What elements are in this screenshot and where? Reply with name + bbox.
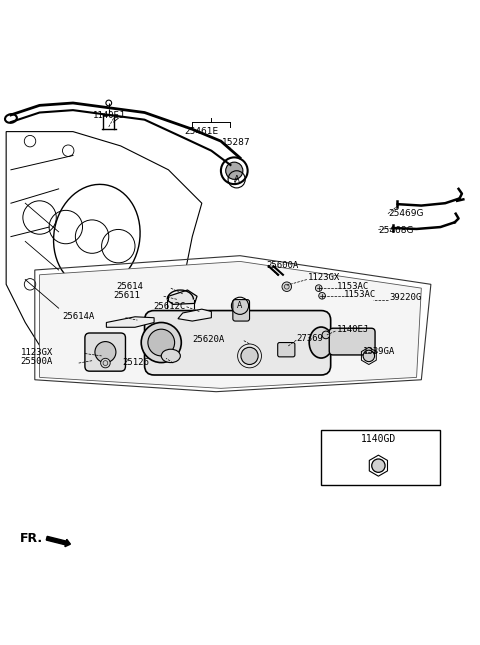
Circle shape	[363, 350, 374, 362]
Circle shape	[319, 292, 325, 299]
Polygon shape	[168, 290, 197, 304]
FancyArrow shape	[46, 537, 71, 547]
Text: 25600A: 25600A	[266, 261, 299, 270]
FancyBboxPatch shape	[278, 342, 295, 357]
Text: 1339GA: 1339GA	[363, 346, 396, 355]
Text: 25614: 25614	[117, 283, 144, 291]
Text: 1140GD: 1140GD	[361, 435, 396, 444]
Text: 25468G: 25468G	[378, 226, 414, 235]
FancyBboxPatch shape	[144, 311, 331, 375]
Text: FR.: FR.	[20, 531, 43, 545]
Circle shape	[315, 285, 322, 292]
Text: 25620A: 25620A	[192, 335, 225, 344]
Text: 15287: 15287	[222, 137, 251, 146]
Text: 1140EJ: 1140EJ	[337, 325, 370, 334]
Circle shape	[226, 162, 243, 179]
Text: 39220G: 39220G	[389, 293, 421, 303]
Polygon shape	[107, 317, 154, 327]
Text: 25500A: 25500A	[21, 357, 53, 366]
Ellipse shape	[161, 349, 180, 362]
Circle shape	[372, 459, 385, 472]
Ellipse shape	[309, 327, 333, 358]
Text: 25611: 25611	[113, 291, 140, 300]
Polygon shape	[178, 309, 211, 321]
Text: 25126: 25126	[122, 358, 149, 367]
Circle shape	[282, 282, 291, 292]
Text: 1123GX: 1123GX	[21, 348, 53, 357]
Text: 1140EJ: 1140EJ	[93, 112, 125, 121]
Circle shape	[101, 358, 110, 368]
Circle shape	[95, 342, 116, 362]
Text: 1123GX: 1123GX	[308, 273, 340, 282]
Text: 1153AC: 1153AC	[344, 290, 376, 299]
Text: A: A	[238, 301, 242, 310]
FancyBboxPatch shape	[329, 328, 375, 355]
Text: 27369: 27369	[296, 334, 323, 343]
Polygon shape	[39, 261, 421, 388]
FancyBboxPatch shape	[233, 299, 250, 321]
Circle shape	[141, 322, 181, 362]
Text: 25469G: 25469G	[388, 209, 423, 218]
FancyBboxPatch shape	[321, 430, 441, 485]
Text: 1153AC: 1153AC	[337, 282, 369, 291]
FancyBboxPatch shape	[85, 333, 125, 371]
Text: 25612C: 25612C	[153, 303, 185, 312]
Circle shape	[148, 329, 175, 356]
Text: 25461E: 25461E	[185, 127, 219, 136]
Text: 25614A: 25614A	[62, 312, 95, 321]
Text: A: A	[234, 175, 240, 184]
Circle shape	[241, 347, 258, 364]
Circle shape	[322, 331, 330, 339]
